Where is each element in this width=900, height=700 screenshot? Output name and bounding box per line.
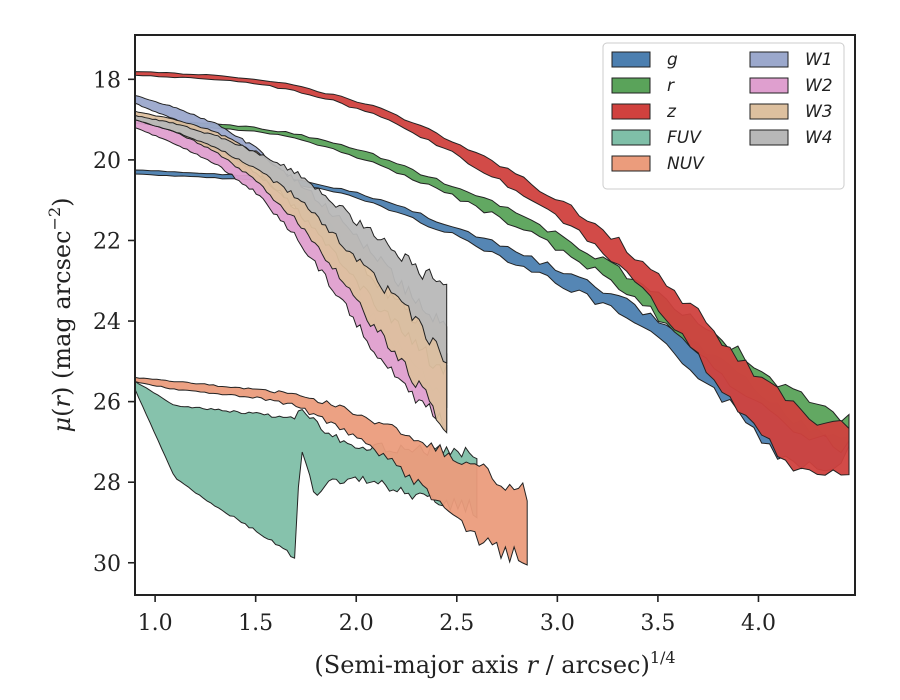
- y-tick-label: 28: [93, 471, 121, 496]
- y-tick-label: 22: [93, 229, 121, 254]
- legend-label-g: g: [667, 50, 678, 70]
- legend-label-z: z: [666, 102, 677, 122]
- legend-swatch-w1: [749, 51, 789, 68]
- y-tick-label: 26: [93, 391, 121, 416]
- legend: grz FUV NUV W1 W2 W3 W4: [602, 42, 845, 190]
- legend-label-r: r: [667, 76, 675, 96]
- y-tick-label: 20: [93, 149, 121, 174]
- y-tick-label: 24: [93, 310, 121, 335]
- legend-swatch-r: [611, 77, 651, 94]
- legend-label-w3: W3: [805, 102, 833, 122]
- y-axis: 18 20 22 24 26 28 30: [93, 68, 135, 577]
- x-tick-label: 4.0: [741, 611, 776, 636]
- series-band-nuv: [134, 376, 528, 566]
- legend-label-w2: W2: [805, 76, 833, 96]
- series-band-z: [134, 71, 850, 476]
- legend-label-w1: W1: [805, 50, 833, 70]
- legend-swatch-fuv: [611, 129, 651, 146]
- y-tick-label: 30: [93, 552, 121, 577]
- y-axis-label: μ(r) (mag arcsec−2): [45, 197, 76, 432]
- x-tick-label: 3.0: [540, 611, 575, 636]
- series-layer: [134, 71, 850, 566]
- legend-label-w4: W4: [805, 128, 833, 148]
- x-axis: 1.0 1.5 2.0 2.5 3.0 3.5 4.0: [138, 595, 776, 636]
- plot-frame: [134, 34, 856, 596]
- x-tick-label: 2.0: [339, 611, 374, 636]
- legend-swatch-g: [611, 51, 651, 68]
- legend-swatch-nuv: [611, 155, 651, 172]
- legend-swatch-z: [611, 103, 651, 120]
- x-axis-label: (Semi-major axis r / arcsec)1/4: [314, 648, 675, 679]
- legend-label-nuv: NUV: [667, 154, 705, 174]
- legend-swatch-w4: [749, 129, 789, 146]
- legend-swatch-w2: [749, 77, 789, 94]
- series-band-w4: [134, 114, 448, 364]
- x-tick-label: 1.5: [238, 611, 273, 636]
- legend-label-fuv: FUV: [667, 128, 702, 148]
- legend-swatch-w3: [749, 103, 789, 120]
- x-tick-label: 1.0: [138, 611, 173, 636]
- x-tick-label: 2.5: [439, 611, 474, 636]
- y-tick-label: 18: [93, 68, 121, 93]
- x-tick-label: 3.5: [640, 611, 675, 636]
